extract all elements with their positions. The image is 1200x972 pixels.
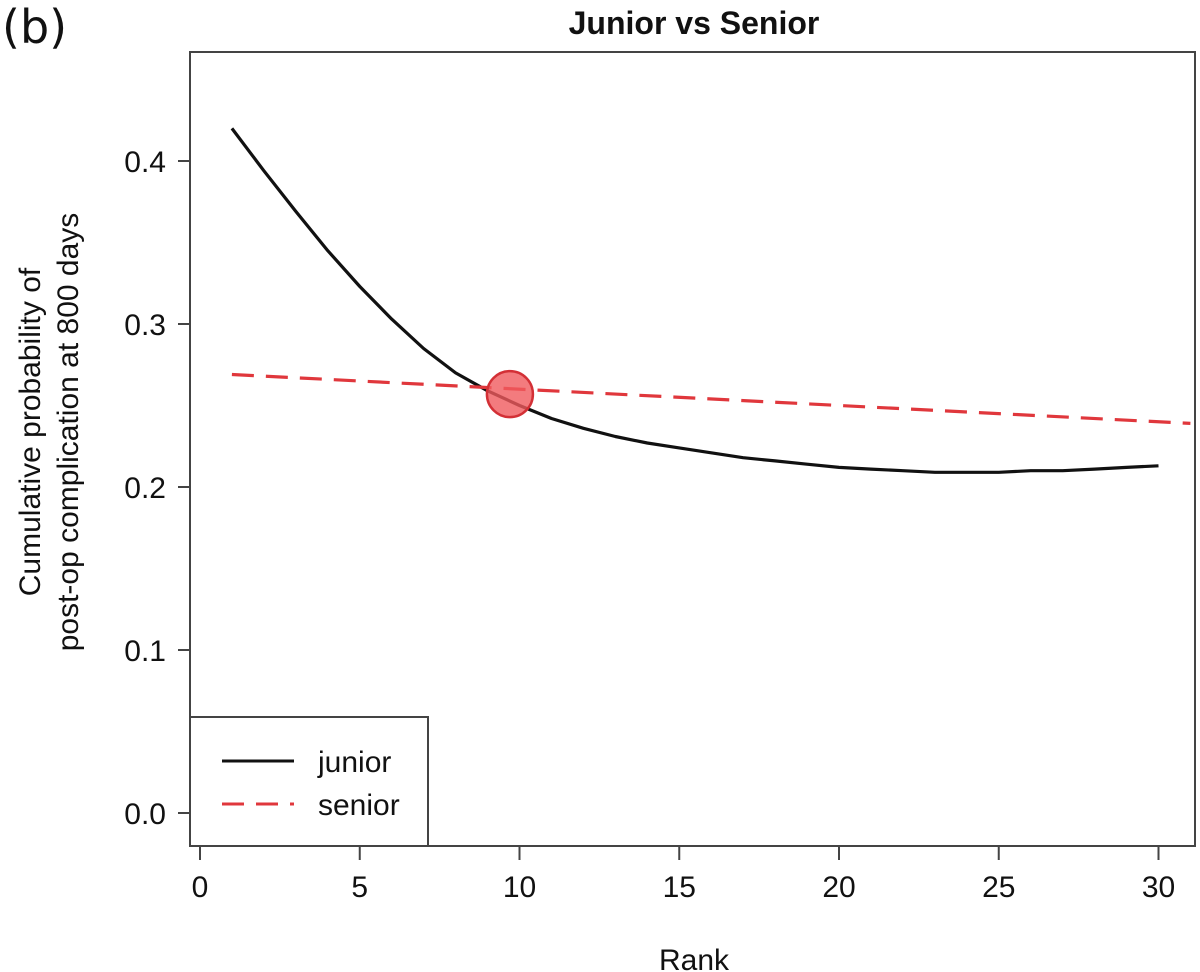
y-tick-label: 0.1 <box>124 635 166 668</box>
x-tick-label: 25 <box>982 871 1015 904</box>
y-axis-title-line-2: post-op complication at 800 days <box>52 213 85 652</box>
x-tick-label: 30 <box>1142 871 1175 904</box>
x-tick-label: 5 <box>351 871 368 904</box>
x-tick-label: 10 <box>503 871 536 904</box>
y-tick-label: 0.3 <box>124 309 166 342</box>
x-tick-label: 0 <box>192 871 209 904</box>
legend-box <box>189 716 429 847</box>
series-line-senior <box>231 372 1191 425</box>
x-axis: 0 5 10 15 20 25 30 <box>192 845 1175 904</box>
chart-title: Junior vs Senior <box>569 5 820 41</box>
y-axis: 0.0 0.1 0.2 0.3 0.4 <box>124 146 191 831</box>
x-tick-label: 15 <box>663 871 696 904</box>
x-tick-label: 20 <box>822 871 855 904</box>
y-tick-label: 0.4 <box>124 146 166 179</box>
y-axis-title-line-1: Cumulative probability of <box>14 267 47 596</box>
panel-label: (b) <box>2 0 68 54</box>
legend: junior senior <box>189 716 429 847</box>
legend-label-junior: junior <box>317 746 391 779</box>
intersection-marker <box>485 369 535 419</box>
series-line-junior <box>230 127 1159 474</box>
annotation-layer <box>485 369 535 419</box>
legend-label-senior: senior <box>318 789 400 822</box>
x-axis-title: Rank <box>659 944 730 972</box>
y-tick-label: 0.0 <box>124 798 166 831</box>
series-layer <box>230 127 1191 474</box>
y-axis-title: Cumulative probability of post-op compli… <box>14 213 85 652</box>
y-tick-label: 0.2 <box>124 472 166 505</box>
